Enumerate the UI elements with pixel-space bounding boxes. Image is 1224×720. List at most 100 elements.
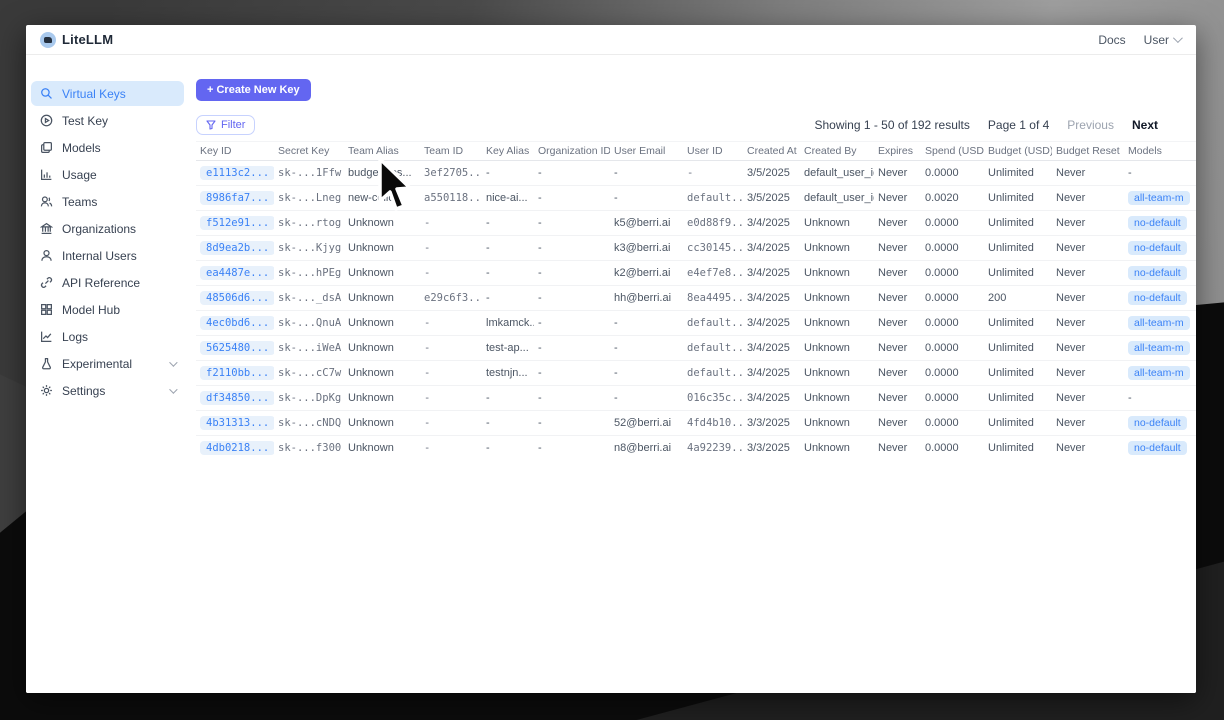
cell-budget-reset: Never (1056, 167, 1086, 179)
cell-team-id: - (424, 342, 431, 354)
sidebar-item-internal-users[interactable]: Internal Users (31, 243, 184, 268)
key-id-link[interactable]: f512e91... (200, 216, 274, 230)
sidebar-item-models[interactable]: Models (31, 135, 184, 160)
table-header-row: Key ID Secret Key Team Alias Team ID Key Ali… (196, 142, 1196, 161)
cell-models: no-default (1124, 216, 1196, 230)
cell-key-alias: nice-ai... (486, 192, 528, 204)
key-id-link[interactable]: 48506d6... (200, 291, 274, 305)
sidebar-item-usage[interactable]: Usage (31, 162, 184, 187)
key-id-link[interactable]: 4ec0bd6... (200, 316, 274, 330)
key-id-link[interactable]: e1113c2... (200, 166, 274, 180)
cell-user-email: k3@berri.ai (614, 242, 671, 254)
models-badge: all-team-m (1128, 366, 1190, 380)
sidebar-item-virtual-keys[interactable]: Virtual Keys (31, 81, 184, 106)
cell-key-alias: - (486, 242, 490, 254)
sidebar-item-test-key[interactable]: Test Key (31, 108, 184, 133)
key-id-link[interactable]: 8d9ea2b... (200, 241, 274, 255)
user-menu-label: User (1143, 32, 1169, 47)
cell-user-email: k5@berri.ai (614, 217, 671, 229)
cell-spend-usd: 0.0000 (925, 267, 959, 279)
cell-organization-id: - (538, 267, 542, 279)
filter-button-label: Filter (221, 119, 246, 131)
sidebar-item-logs[interactable]: Logs (31, 324, 184, 349)
sidebar-item-label: Virtual Keys (62, 86, 126, 101)
cell-created-by: Unknown (804, 217, 850, 229)
sidebar-item-settings[interactable]: Settings (31, 378, 184, 403)
sidebar-item-experimental[interactable]: Experimental (31, 351, 184, 376)
cell-budget-usd: 200 (988, 292, 1007, 304)
cell-models: no-default (1124, 266, 1196, 280)
cell-key-alias: - (486, 167, 490, 179)
cell-organization-id: - (538, 192, 542, 204)
next-page-button[interactable]: Next (1131, 118, 1158, 132)
sidebar-item-label: Test Key (62, 113, 109, 128)
sidebar-item-teams[interactable]: Teams (31, 189, 184, 214)
cell-key-alias: test-ap... (486, 342, 529, 354)
filter-button[interactable]: Filter (196, 115, 256, 135)
key-id-link[interactable]: ea4487e... (200, 266, 274, 280)
cell-spend-usd: 0.0020 (925, 192, 959, 204)
key-id-link[interactable]: 8986fa7... (200, 191, 274, 205)
cell-organization-id: - (538, 217, 542, 229)
brand-name: LiteLLM (62, 32, 114, 47)
key-id-link[interactable]: f2110bb... (200, 366, 274, 380)
cell-created-by: Unknown (804, 292, 850, 304)
create-new-key-button[interactable]: + Create New Key (196, 79, 311, 101)
cell-team-alias: Unknown (348, 292, 394, 304)
usage-chart-icon (41, 169, 52, 180)
cell-team-alias: Unknown (348, 267, 394, 279)
sidebar-item-organizations[interactable]: Organizations (31, 216, 184, 241)
column-header-budget-usd: Budget (USD) (988, 145, 1052, 157)
sidebar-item-api-reference[interactable]: API Reference (31, 270, 184, 295)
cell-budget-reset: Never (1056, 292, 1086, 304)
cell-budget-reset: Never (1056, 317, 1086, 329)
cell-user-id: e0d88f9... (687, 217, 743, 229)
cell-user-id: 4a92239... (687, 442, 743, 454)
internal-users-icon (41, 250, 52, 261)
cell-user-email: - (614, 392, 618, 404)
cell-models: no-default (1124, 441, 1196, 455)
chevron-down-icon (169, 384, 178, 394)
cell-expires: Never (878, 317, 908, 329)
column-header-spend-usd: Spend (USD) (925, 145, 984, 157)
key-id-link[interactable]: 5625480... (200, 341, 274, 355)
cell-created-at: 3/3/2025 (747, 417, 790, 429)
models-badge: all-team-m (1128, 316, 1190, 330)
cell-team-alias: Unknown (348, 242, 394, 254)
cell-expires: Never (878, 342, 908, 354)
cell-secret-key: sk-...rtog (278, 217, 342, 229)
cell-team-id: e29c6f3... (424, 292, 482, 304)
cell-spend-usd: 0.0000 (925, 217, 959, 229)
cell-key-id: f2110bb... (196, 366, 274, 380)
docs-link[interactable]: Docs (1098, 32, 1126, 47)
cell-budget-usd: Unlimited (988, 317, 1034, 329)
gear-icon (41, 385, 52, 396)
models-badge: no-default (1128, 266, 1187, 280)
previous-page-button[interactable]: Previous (1067, 118, 1114, 132)
cell-secret-key: sk-...iWeA (278, 342, 342, 354)
cell-budget-usd: Unlimited (988, 417, 1034, 429)
results-summary: Showing 1 - 50 of 192 results (814, 118, 970, 132)
column-header-organization-id: Organization ID (538, 145, 610, 157)
table-row: ea4487e... sk-...hPEg Unknown - - - k2@berri.a… (196, 261, 1196, 286)
cell-secret-key: sk-...cNDQ (278, 417, 342, 429)
table-toolbar: Filter Showing 1 - 50 of 192 results Pag… (196, 115, 1196, 135)
sidebar-item-label: Experimental (62, 356, 133, 371)
cell-organization-id: - (538, 167, 542, 179)
key-id-link[interactable]: 4b31313... (200, 416, 274, 430)
key-id-link[interactable]: df34850... (200, 391, 274, 405)
cell-user-id: cc30145... (687, 242, 743, 254)
sidebar-item-model-hub[interactable]: Model Hub (31, 297, 184, 322)
cell-expires: Never (878, 392, 908, 404)
user-menu[interactable]: User (1143, 32, 1183, 47)
funnel-icon (206, 120, 216, 130)
cell-team-alias: Unknown (348, 417, 394, 429)
cell-user-id: - (687, 167, 694, 179)
search-icon (41, 88, 52, 99)
sidebar-item-label: Logs (62, 329, 89, 344)
column-header-user-email: User Email (614, 145, 666, 157)
cell-secret-key: sk-..._dsA (278, 292, 342, 304)
key-id-link[interactable]: 4db0218... (200, 441, 274, 455)
cell-created-at: 3/4/2025 (747, 317, 790, 329)
cell-models: no-default (1124, 416, 1196, 430)
